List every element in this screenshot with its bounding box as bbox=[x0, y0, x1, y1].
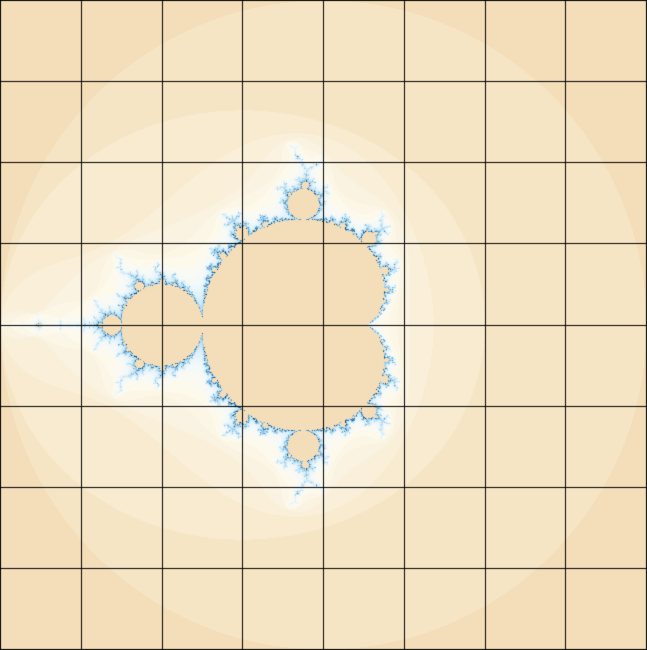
grid-overlay-canvas bbox=[0, 0, 647, 650]
fractal-plot-container bbox=[0, 0, 647, 650]
